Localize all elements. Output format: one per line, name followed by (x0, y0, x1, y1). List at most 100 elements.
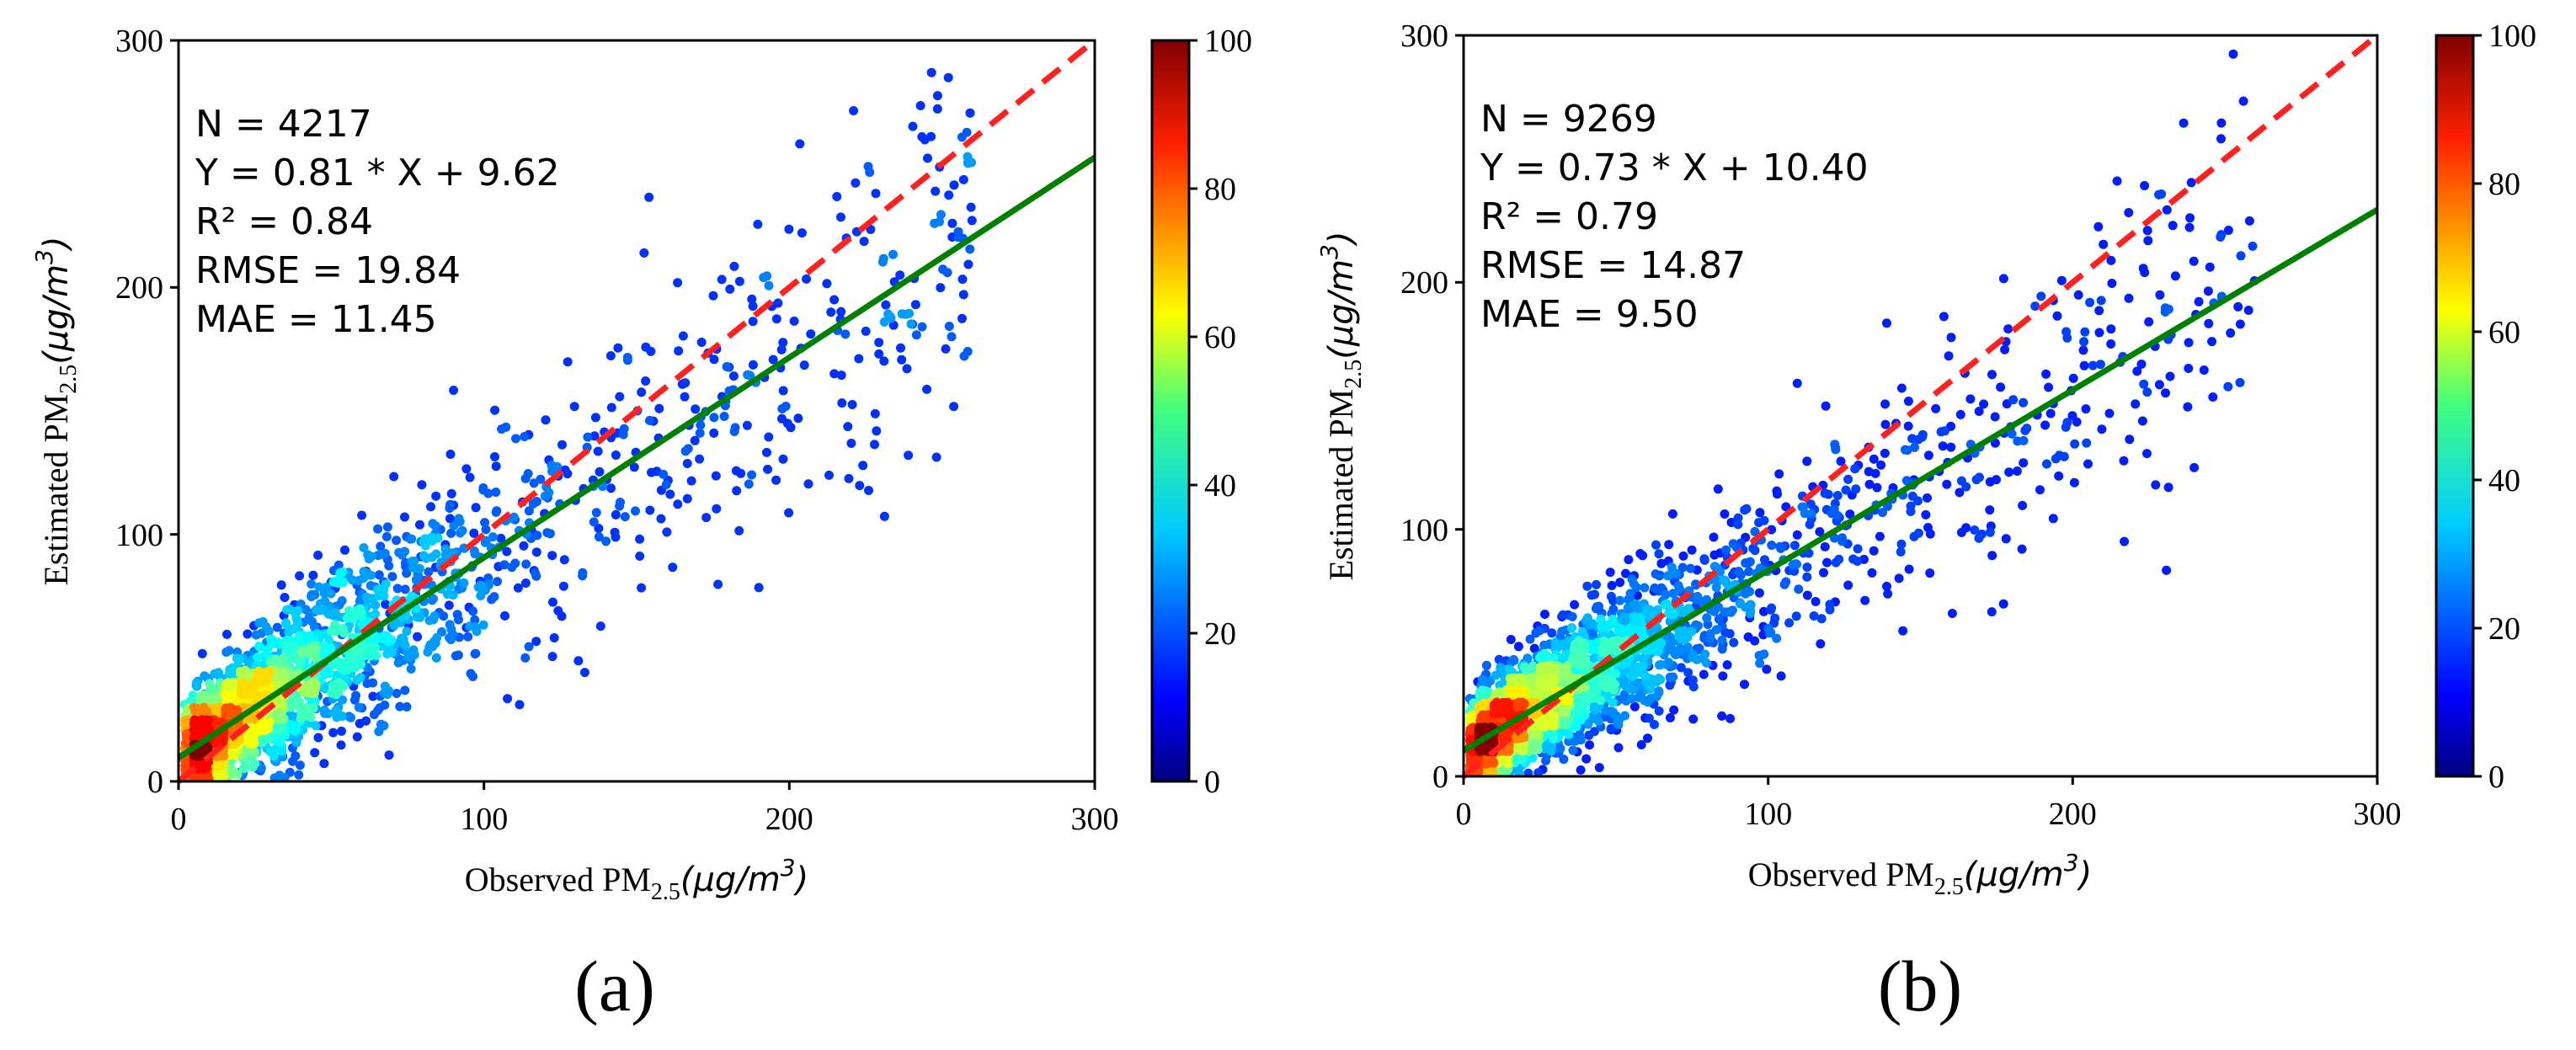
scatter-point (251, 630, 261, 640)
scatter-point (1750, 636, 1760, 646)
scatter-point (2056, 275, 2067, 285)
scatter-point (1540, 610, 1549, 619)
scatter-point (639, 248, 649, 258)
scatter-point (2030, 301, 2040, 312)
scatter-point (1643, 733, 1652, 744)
scatter-point (1841, 485, 1851, 495)
scatter-point (611, 450, 621, 460)
scatter-point (397, 550, 407, 560)
scatter-point (540, 491, 550, 501)
scatter-point (320, 596, 330, 606)
scatter-point (1754, 651, 1764, 660)
scatter-point (1677, 562, 1688, 573)
scatter-point (1733, 520, 1743, 530)
x-tick-label: 300 (1071, 802, 1119, 837)
scatter-point (253, 652, 263, 662)
scatter-point (2069, 477, 2079, 488)
scatter-point (953, 227, 963, 237)
scatter-point (1961, 523, 1971, 533)
scatter-point (310, 748, 320, 758)
scatter-point (803, 479, 813, 489)
scatter-point (188, 690, 198, 701)
scatter-point (340, 545, 349, 555)
scatter-point (481, 525, 491, 535)
scatter-point (359, 543, 369, 552)
scatter-point (307, 579, 317, 589)
scatter-point (238, 764, 248, 774)
scatter-point (301, 686, 311, 696)
y-ticks-a: 0 100 200 300 (115, 24, 179, 800)
scatter-point (384, 750, 394, 760)
scatter-point (1965, 394, 1976, 404)
scatter-point (936, 283, 946, 293)
scatter-point (1831, 443, 1841, 452)
scatter-point (320, 641, 329, 651)
scatter-point (1585, 740, 1594, 750)
scatter-point (1811, 597, 1821, 606)
scatter-point (1773, 489, 1782, 499)
scatter-point (1921, 509, 1931, 520)
scatter-point (499, 560, 509, 570)
scatter-point (384, 685, 394, 696)
scatter-point (2020, 425, 2030, 435)
scatter-point (465, 472, 475, 482)
scatter-point (2017, 544, 2027, 554)
scatter-point (272, 622, 282, 632)
scatter-point (336, 626, 346, 635)
scatter-point (784, 508, 794, 518)
scatter-point (2238, 96, 2248, 106)
scatter-point (1570, 600, 1580, 610)
stat-mae: MAE = 11.45 (195, 298, 437, 341)
scatter-point (1570, 736, 1580, 746)
scatter-point (1676, 663, 1686, 673)
scatter-point (957, 274, 968, 285)
scatter-point (590, 413, 600, 423)
scatter-point (844, 473, 854, 483)
scatter-point (1974, 407, 1984, 416)
scatter-point (553, 605, 563, 616)
scatter-point (317, 630, 328, 640)
scatter-point (365, 581, 376, 590)
scatter-point (601, 536, 611, 546)
scatter-point (559, 555, 569, 565)
scatter-point (2216, 134, 2226, 144)
scatter-point (1987, 370, 1997, 380)
scatter-point (1705, 629, 1715, 639)
scatter-point (764, 432, 774, 442)
scatter-point (468, 672, 477, 681)
scatter-point (2235, 319, 2245, 329)
scatter-point (620, 512, 630, 522)
scatter-point (403, 652, 413, 662)
scatter-point (701, 513, 712, 523)
scatter-point (503, 694, 513, 704)
scatter-point (1762, 664, 1772, 674)
scatter-point (1683, 642, 1693, 652)
scatter-point (295, 760, 305, 770)
scatter-point (453, 517, 463, 526)
scatter-point (408, 645, 419, 655)
scatter-point (392, 689, 402, 698)
scatter-point (2062, 333, 2072, 343)
scatter-point (330, 707, 339, 717)
scatter-point (645, 415, 654, 425)
scatter-point (1898, 626, 1908, 636)
scatter-point (2228, 49, 2238, 59)
scatter-point (1721, 545, 1731, 555)
scatter-point (711, 471, 721, 481)
scatter-point (874, 338, 884, 348)
scatter-point (747, 294, 757, 304)
scatter-point (744, 479, 754, 489)
scatter-point (782, 418, 792, 429)
scatter-point (802, 274, 812, 284)
scatter-point (1987, 607, 1997, 617)
scatter-point (2233, 301, 2243, 312)
scatter-point (682, 459, 692, 468)
scatter-point (806, 329, 816, 339)
scatter-point (1880, 448, 1890, 458)
y-tick-label: 0 (147, 765, 163, 800)
scatter-point (589, 517, 599, 527)
scatter-point (333, 678, 344, 688)
scatter-point (2062, 418, 2072, 428)
scatter-point (1843, 580, 1853, 590)
scatter-point (2248, 241, 2258, 251)
